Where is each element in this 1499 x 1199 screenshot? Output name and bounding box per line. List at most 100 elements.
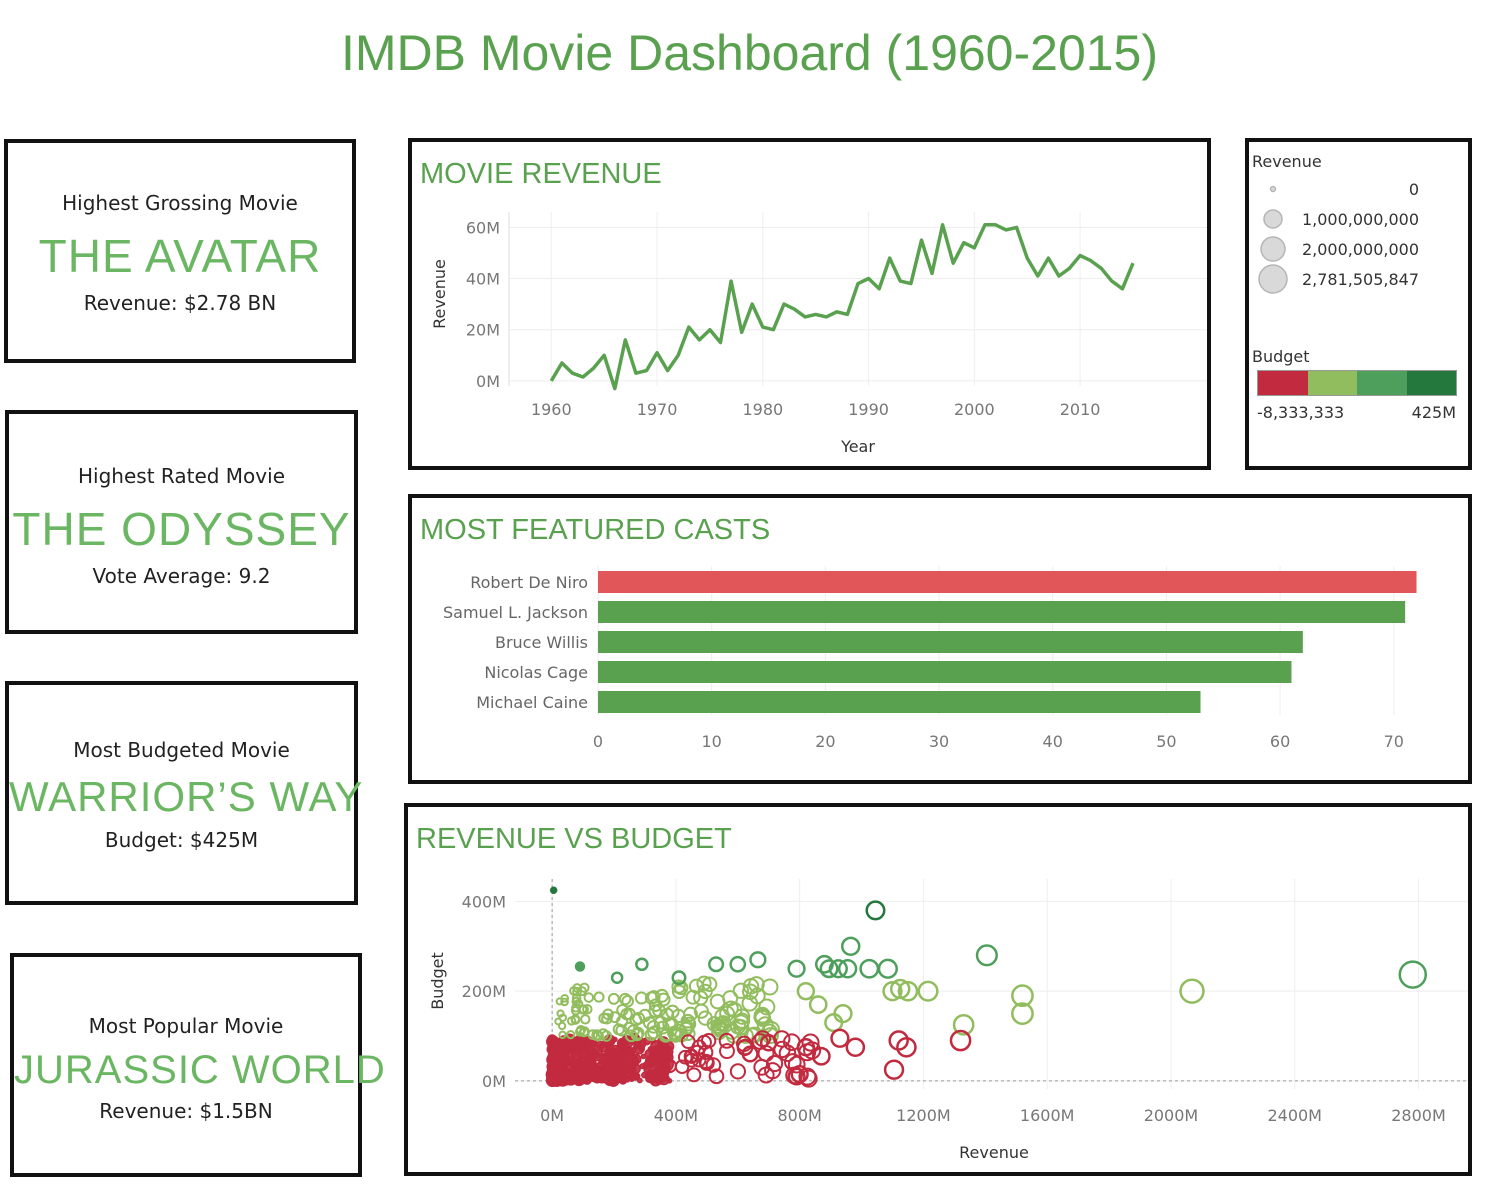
low-budget-movie-point (556, 1067, 564, 1075)
budget-legend-min: -8,333,333 (1257, 403, 1345, 422)
movie-point (833, 1003, 853, 1024)
mid-budget-movie-point (753, 1006, 771, 1024)
mid-budget-movie-point (722, 990, 739, 1007)
revenue-size-circle (1263, 209, 1283, 229)
movie-point (975, 944, 998, 967)
movie-point (889, 978, 911, 1000)
low-budget-movie-point (551, 1051, 561, 1060)
x-axis-title: Year (840, 437, 875, 456)
most-featured-casts-chart: 0 10 20 30 40 50 60 70 Robert De Niro Samuel L. J… (443, 566, 1417, 751)
low-budget-movie-point (660, 1043, 667, 1049)
kpi-sub: Budget: $425M (104, 828, 259, 852)
mid-budget-movie-point (615, 1024, 628, 1037)
movie-point (683, 1048, 700, 1064)
mid-budget-movie-point (688, 978, 704, 994)
low-budget-movie-point (578, 1037, 587, 1046)
x-tick-label: 1200M (896, 1106, 951, 1125)
mid-budget-movie-point (569, 986, 579, 996)
movie-point (1179, 978, 1205, 1004)
x-tick-label: 1970 (637, 400, 678, 419)
movie-revenue-chart: 1960 1970 1980 1990 2000 2010 0M 20M 40M 60M Year R… (430, 212, 1207, 456)
mid-budget-movie-point (646, 1020, 661, 1034)
movie-point (749, 951, 767, 969)
movie-point (883, 1059, 905, 1080)
mid-budget-movie-point (668, 1026, 684, 1042)
legend-panel: Revenue 0 1,000,000,000 2,000,000,000 2,781… (1245, 138, 1472, 470)
low-budget-movie-point (571, 1048, 581, 1058)
revenue-size-circle (1269, 185, 1277, 193)
kpi-label: Highest Grossing Movie (62, 191, 298, 215)
mid-budget-movie-point (583, 992, 595, 1003)
low-budget-movie-point (558, 1056, 567, 1065)
low-budget-movie-point (691, 1052, 707, 1068)
cast-name-label: Samuel L. Jackson (443, 603, 588, 622)
mid-budget-movie-point (648, 1004, 662, 1018)
mid-budget-movie-point (608, 1011, 621, 1024)
most-featured-casts-panel: MOST FEATURED CASTS 0 10 20 30 40 50 60 70 Rober… (408, 494, 1472, 784)
low-budget-movie-point (548, 1035, 557, 1044)
budget-legend-max: 425M (1411, 403, 1456, 422)
low-budget-movie-point (787, 1055, 806, 1074)
mid-budget-movie-point (621, 994, 634, 1008)
mid-budget-movie-point (714, 1008, 731, 1025)
y-tick-label: 20M (466, 321, 500, 340)
low-budget-movie-point (636, 1077, 643, 1084)
movie-point (796, 981, 816, 1001)
kpi-sub: Vote Average: 9.2 (92, 564, 271, 588)
kpi-sub: Revenue: $2.78 BN (83, 291, 277, 315)
low-budget-movie-point (564, 1070, 578, 1084)
x-tick-label: 1980 (742, 400, 783, 419)
x-tick-label: 800M (777, 1106, 821, 1125)
low-budget-movie-point (622, 1052, 629, 1060)
mid-budget-movie-point (556, 1009, 565, 1018)
movie-point (729, 955, 747, 973)
x-tick-label: 2010 (1060, 400, 1101, 419)
low-budget-movie-point (719, 1043, 735, 1060)
kpi-highest-grossing: Highest Grossing Movie THE AVATAR Revenu… (4, 139, 356, 363)
low-budget-movie-point (753, 1058, 771, 1076)
x-tick-label: 0M (540, 1106, 564, 1125)
movie-point (840, 936, 861, 957)
mid-budget-movie-point (607, 992, 620, 1005)
y-tick-label: 400M (462, 892, 506, 911)
low-budget-movie-point (568, 1059, 576, 1067)
movie-point (787, 1067, 806, 1086)
cast-name-label: Bruce Willis (495, 633, 588, 652)
mid-budget-movie-point (733, 1008, 751, 1025)
revenue-legend-title: Revenue (1252, 152, 1322, 171)
y-axis-title: Revenue (430, 259, 449, 329)
movie-point (949, 1029, 972, 1052)
mid-budget-movie-point (671, 979, 686, 994)
mid-budget-movie-point (630, 1028, 644, 1042)
movie-point (759, 1034, 778, 1052)
revenue-size-legend: 0 1,000,000,000 2,000,000,000 2,781,505,847 (1258, 180, 1419, 294)
x-tick-label: 1600M (1020, 1106, 1075, 1125)
low-budget-movie-point (557, 1040, 563, 1046)
x-tick-label: 30 (929, 732, 949, 751)
mid-budget-movie-point (554, 1017, 563, 1026)
cast-name-label: Robert De Niro (470, 573, 588, 592)
x-tick-label: 2000M (1144, 1106, 1199, 1125)
revenue-size-label: 2,781,505,847 (1302, 270, 1419, 289)
mid-budget-movie-point (582, 1003, 593, 1015)
kpi-most-budgeted: Most Budgeted Movie WARRIOR’S WAY Budget… (5, 681, 364, 905)
x-tick-label: 1960 (531, 400, 572, 419)
kpi-value: WARRIOR’S WAY (9, 773, 364, 820)
low-budget-movie-point (658, 1072, 669, 1083)
y-tick-label: 40M (466, 270, 500, 289)
x-tick-label: 0 (593, 732, 603, 751)
budget-color-step (1406, 371, 1456, 395)
low-budget-movie-point (640, 1053, 647, 1060)
low-budget-movie-point (638, 1045, 645, 1052)
movie-point (708, 956, 725, 973)
kpi-highest-rated: Highest Rated Movie THE ODYSSEY Vote Ave… (5, 410, 358, 634)
low-budget-movie-point (622, 1046, 630, 1054)
mid-budget-movie-point (732, 982, 749, 999)
movie-point (808, 995, 828, 1015)
movie-point (845, 1037, 866, 1058)
cast-bar (598, 571, 1417, 593)
movie-point (574, 961, 586, 972)
movie-point (952, 1013, 975, 1036)
budget-color-step (1357, 371, 1407, 395)
mid-budget-movie-point (660, 1027, 675, 1042)
